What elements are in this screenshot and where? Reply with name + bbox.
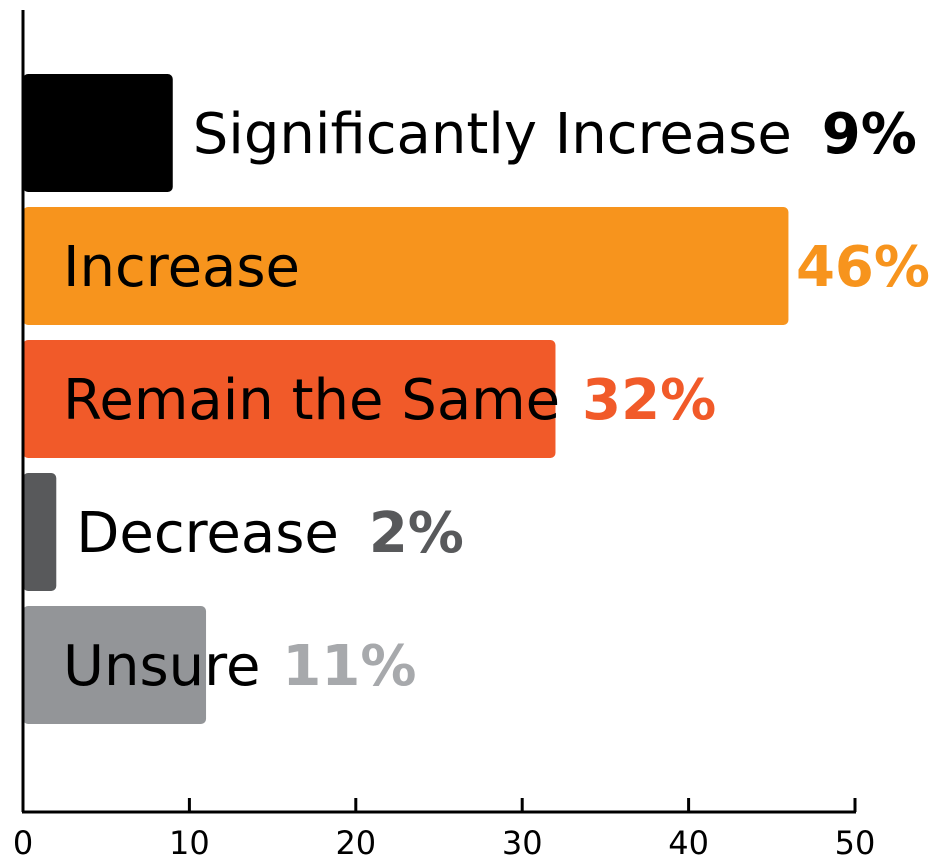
x-tick-label-50: 50 xyxy=(835,824,876,862)
x-tick-label-30: 30 xyxy=(502,824,543,862)
bars-layer xyxy=(23,74,789,724)
x-tick-label-20: 20 xyxy=(335,824,376,862)
bar-remain-the-same xyxy=(23,340,556,458)
category-label-decrease: Decrease xyxy=(76,501,339,566)
value-label-decrease: 2% xyxy=(369,501,464,566)
labels-layer: Significantly Increase 9% Increase 46% Remai… xyxy=(63,102,930,699)
category-label-remain-the-same: Remain the Same xyxy=(63,368,560,433)
category-label-increase: Increase xyxy=(63,235,300,300)
x-tick-label-0: 0 xyxy=(13,824,33,862)
axes-layer: 0 10 20 30 40 50 xyxy=(13,10,876,862)
bar-significantly-increase xyxy=(23,74,173,192)
bar-unsure xyxy=(23,606,207,724)
value-label-significantly-increase: 9% xyxy=(822,102,917,167)
value-label-increase: 46% xyxy=(796,235,930,300)
value-label-remain-the-same: 32% xyxy=(582,368,716,433)
bar-increase xyxy=(23,207,789,325)
x-tick-label-40: 40 xyxy=(668,824,709,862)
x-tick-label-10: 10 xyxy=(169,824,210,862)
category-label-significantly-increase: Significantly Increase xyxy=(193,102,792,167)
bar-decrease xyxy=(23,473,57,591)
category-label-unsure: Unsure xyxy=(63,634,260,699)
value-label-unsure: 11% xyxy=(282,634,416,699)
